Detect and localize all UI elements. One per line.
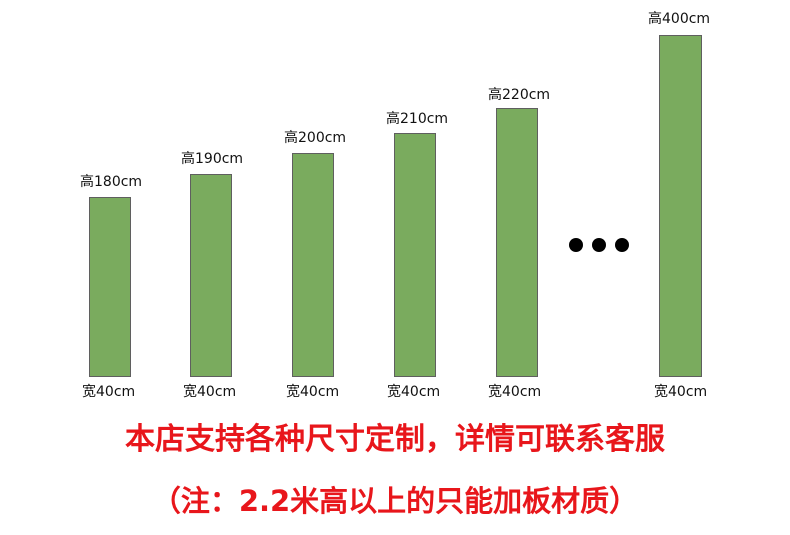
- height-label-180: 高180cm: [80, 174, 143, 190]
- custom-size-notice: 本店支持各种尺寸定制，详情可联系客服: [125, 422, 665, 457]
- width-label-220: 宽40cm: [488, 384, 542, 400]
- panel-bar-190: [190, 174, 232, 377]
- ellipsis-dot: [615, 238, 629, 252]
- height-label-210: 高210cm: [386, 111, 449, 127]
- height-label-200: 高200cm: [284, 130, 347, 146]
- panel-bar-220: [496, 108, 538, 377]
- ellipsis-dot: [592, 238, 606, 252]
- width-label-200: 宽40cm: [286, 384, 340, 400]
- panel-bar-200: [292, 153, 334, 377]
- width-label-210: 宽40cm: [387, 384, 441, 400]
- panel-bar-400: [659, 35, 702, 377]
- width-label-190: 宽40cm: [183, 384, 237, 400]
- height-label-400: 高400cm: [648, 11, 711, 27]
- ellipsis-dot: [569, 238, 583, 252]
- ellipsis-icon: [565, 238, 635, 254]
- height-label-220: 高220cm: [488, 87, 551, 103]
- panel-bar-180: [89, 197, 131, 377]
- width-label-180: 宽40cm: [82, 384, 136, 400]
- height-label-190: 高190cm: [181, 151, 244, 167]
- material-note: （注：2.2米高以上的只能加板材质）: [151, 484, 639, 518]
- panel-bar-210: [394, 133, 436, 377]
- width-label-400: 宽40cm: [654, 384, 708, 400]
